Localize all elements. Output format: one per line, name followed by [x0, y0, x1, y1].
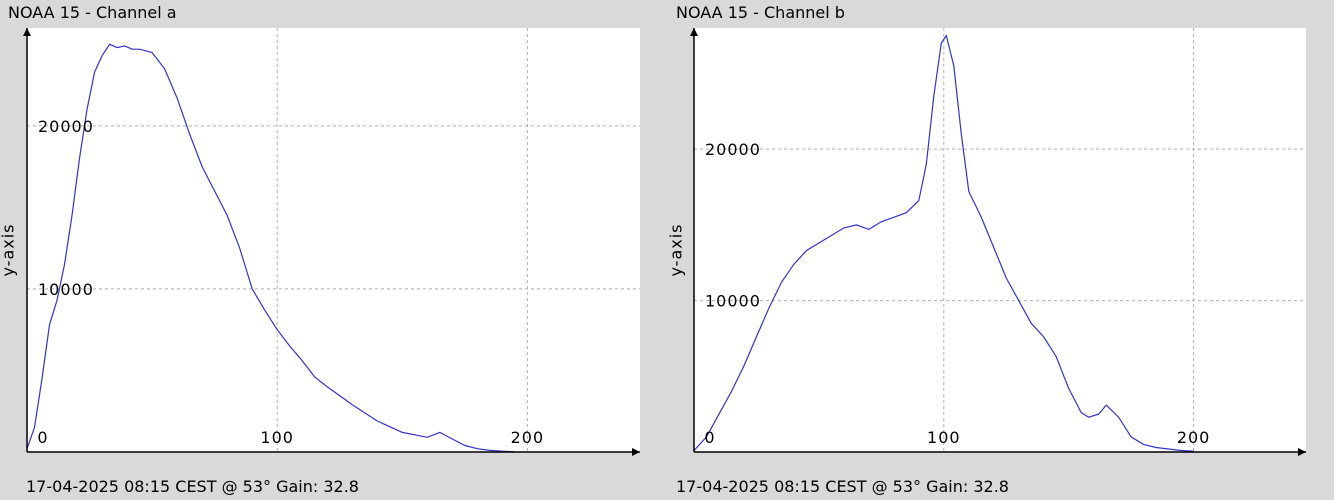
series-line — [693, 34, 1194, 452]
chart-title-b: NOAA 15 - Channel b — [676, 3, 845, 22]
plot-area — [27, 28, 640, 452]
plot-area — [694, 28, 1306, 452]
y-tick-label: 20000 — [38, 117, 94, 136]
x-tick-label: 100 — [927, 428, 961, 447]
panel-channel-a: NOAA 15 - Channel a y-axis 0 100 200 10000 2… — [0, 0, 660, 500]
footer-a: 17-04-2025 08:15 CEST @ 53° Gain: 32.8 — [26, 477, 359, 496]
chart-a: 0 100 200 10000 20000 — [23, 28, 640, 456]
y-axis-arrow — [690, 28, 698, 36]
y-tick-label: 10000 — [38, 280, 94, 299]
x-tick-label: 0 — [37, 428, 48, 447]
y-tick-label: 20000 — [705, 140, 761, 159]
x-tick-label: 0 — [704, 428, 715, 447]
x-tick-label: 200 — [511, 428, 545, 447]
footer-b: 17-04-2025 08:15 CEST @ 53° Gain: 32.8 — [676, 477, 1009, 496]
x-axis-arrow — [632, 448, 640, 456]
y-axis-arrow — [23, 28, 31, 36]
x-tick-label: 100 — [260, 428, 294, 447]
panel-channel-b: NOAA 15 - Channel b y-axis 0 100 200 10000 2… — [667, 0, 1334, 500]
x-axis-arrow — [1298, 448, 1306, 456]
x-tick-label: 200 — [1177, 428, 1211, 447]
series-line — [26, 43, 515, 453]
y-tick-label: 10000 — [705, 292, 761, 311]
chart-title-a: NOAA 15 - Channel a — [8, 3, 177, 22]
chart-b: 0 100 200 10000 20000 — [690, 28, 1306, 456]
